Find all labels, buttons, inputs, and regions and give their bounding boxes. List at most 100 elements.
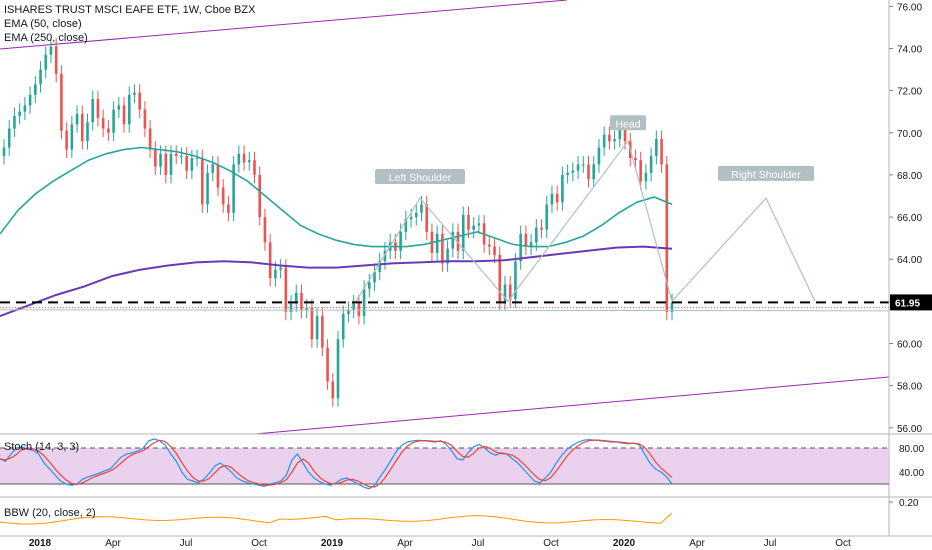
candle <box>18 103 21 125</box>
candle <box>247 151 251 171</box>
candle <box>112 101 115 142</box>
candle-body <box>138 92 141 110</box>
candle-body <box>425 204 429 232</box>
candle <box>242 145 246 171</box>
candle <box>508 276 512 308</box>
candle <box>143 101 147 137</box>
price-tick-label: 68.00 <box>897 171 922 182</box>
candle <box>435 225 439 262</box>
candle-body <box>535 227 538 243</box>
candle-body <box>242 153 246 163</box>
candle <box>180 147 183 165</box>
candle <box>331 372 335 407</box>
candle <box>608 126 611 150</box>
candle <box>336 330 340 407</box>
candle-body <box>498 254 502 302</box>
candle-body <box>274 269 277 279</box>
candle-body <box>566 172 569 175</box>
candle <box>587 155 590 188</box>
candle-body <box>221 187 225 205</box>
candle <box>258 166 262 226</box>
stoch-tick-label: 80.00 <box>899 444 924 455</box>
candle <box>190 149 194 180</box>
candle-body <box>185 155 188 171</box>
candle-body <box>80 113 84 142</box>
candle-body <box>279 267 282 270</box>
candle-body <box>127 94 131 125</box>
candle <box>441 225 444 272</box>
candle <box>300 284 303 319</box>
candle-body <box>655 139 658 156</box>
time-tick-label: Jul <box>180 538 193 549</box>
candle-body <box>206 172 209 205</box>
candle <box>602 126 606 156</box>
time-tick-label: Apr <box>689 538 705 549</box>
candle-body <box>540 227 543 230</box>
candle-body <box>284 267 288 312</box>
candle-body <box>362 288 366 317</box>
candle-body <box>148 128 152 150</box>
candle-body <box>211 164 215 173</box>
candle-body <box>253 160 256 175</box>
candle <box>263 208 267 251</box>
candle <box>550 185 554 213</box>
upper-trendline <box>0 0 568 50</box>
candle-body <box>310 307 314 340</box>
candle <box>655 130 658 165</box>
candle <box>138 84 141 119</box>
candle-body <box>201 158 204 205</box>
candle-body <box>550 193 554 205</box>
candle <box>34 75 37 104</box>
candle <box>44 46 48 78</box>
stoch-d-line <box>0 439 673 488</box>
pattern-label: Right Shoulder <box>731 169 801 181</box>
candle-body <box>112 109 115 133</box>
candle-body <box>13 115 16 129</box>
bbw-line <box>0 512 673 525</box>
candle-body <box>409 217 413 220</box>
candle-body <box>190 158 194 171</box>
candle-body <box>49 46 53 55</box>
candle-body <box>180 155 183 157</box>
candle-body <box>441 233 444 264</box>
candle <box>268 233 272 287</box>
candle-body <box>435 233 439 253</box>
candle <box>232 155 235 222</box>
candle <box>414 204 418 226</box>
ema250-line <box>0 245 673 318</box>
candle-body <box>581 164 585 166</box>
candle-body <box>305 307 308 310</box>
stoch-k-line <box>0 438 673 490</box>
candle <box>294 284 298 312</box>
candle <box>253 151 256 184</box>
candle-body <box>7 128 11 148</box>
candle-body <box>39 69 42 85</box>
time-tick-label: Oct <box>543 538 559 549</box>
candle-body <box>247 160 251 163</box>
candle-body <box>96 99 100 119</box>
candle <box>23 96 27 121</box>
candle-body <box>91 99 95 123</box>
candle-body <box>592 164 596 180</box>
candle <box>566 164 569 184</box>
candle-body <box>321 316 324 348</box>
pattern-label-bg <box>375 169 465 185</box>
candle <box>91 90 95 131</box>
candle-body <box>195 158 199 160</box>
candle-body <box>154 149 157 167</box>
candle <box>613 130 616 150</box>
candle <box>227 195 230 222</box>
candle-body <box>75 113 79 125</box>
candle <box>164 145 168 184</box>
candle <box>649 147 653 182</box>
candle-body <box>331 381 335 399</box>
candle <box>28 86 32 114</box>
candle <box>206 164 209 213</box>
candle <box>127 86 131 133</box>
candle <box>315 307 319 348</box>
pattern-label: Left Shoulder <box>389 172 452 184</box>
candle-body <box>529 242 533 247</box>
candle <box>472 217 475 239</box>
time-tick-label: 2019 <box>321 538 344 549</box>
candle <box>279 259 282 279</box>
